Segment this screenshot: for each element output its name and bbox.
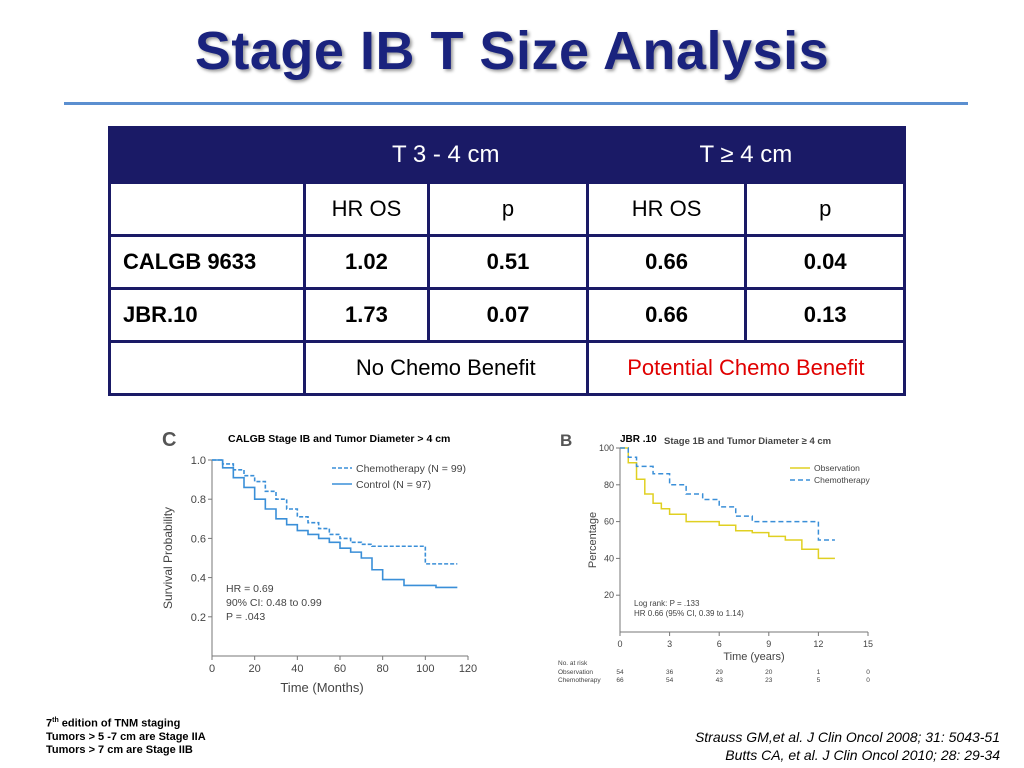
panel-letter: B [560, 431, 572, 450]
row-label-calgb: CALGB 9633 [108, 234, 306, 290]
chart-title: Stage 1B and Tumor Diameter ≥ 4 cm [664, 436, 831, 447]
x-tick-label: 0 [209, 663, 215, 675]
y-tick-label: 1.0 [191, 455, 206, 467]
y-tick-label: 100 [599, 443, 614, 453]
stat-annotation: P = .043 [226, 611, 265, 623]
table-conclusion-row: No Chemo Benefit Potential Chemo Benefit [108, 340, 907, 396]
reference-2: Butts CA, et al. J Clin Oncol 2010; 28: … [725, 747, 1000, 763]
y-tick-label: 0.4 [191, 573, 206, 585]
row-label-jbr10: JBR.10 [108, 287, 306, 343]
stat-annotation: Log rank: P = .133 [634, 599, 700, 608]
risk-value: 23 [765, 677, 773, 684]
stat-annotation: 90% CI: 0.48 to 0.99 [226, 597, 322, 609]
footnote-line-3: Tumors > 7 cm are Stage IIB [46, 743, 193, 756]
y-tick-label: 80 [604, 480, 614, 490]
reference-1: Strauss GM,et al. J Clin Oncol 2008; 31:… [694, 729, 1000, 745]
x-tick-label: 120 [459, 663, 477, 675]
y-tick-label: 0.2 [191, 612, 206, 624]
series-line-2 [212, 459, 458, 589]
risk-row-label: Chemotherapy [558, 677, 601, 684]
y-axis-label: Percentage [587, 512, 599, 568]
header-empty-cell [108, 126, 306, 184]
x-tick-label: 80 [377, 663, 389, 675]
legend-label: Chemotherapy (N = 99) [356, 463, 466, 475]
x-axis-label: Time (Months) [280, 680, 363, 695]
table-cell: 1.73 [302, 287, 431, 343]
risk-value: 43 [716, 677, 724, 684]
series-line-1 [212, 459, 458, 565]
subheader-empty-cell [108, 181, 306, 237]
tnm-footnote: 7th edition of TNM staging Tumors > 5 -7… [46, 714, 206, 757]
risk-table-header: No. at risk [558, 660, 588, 667]
calgb-survival-chart: C CALGB Stage IB and Tumor Diameter > 4 c… [161, 429, 477, 695]
conclusion-potential-benefit: Potential Chemo Benefit [585, 340, 907, 396]
table-cell: 0.07 [427, 287, 589, 343]
risk-value: 20 [765, 669, 773, 676]
col-header-p-1: p [427, 181, 589, 237]
x-tick-label: 9 [766, 639, 771, 649]
stat-annotation: HR = 0.69 [226, 583, 274, 595]
legend-label: Chemotherapy [814, 475, 871, 485]
footnote-line-1: 7th edition of TNM staging [46, 717, 181, 730]
table-cell: 0.04 [744, 234, 906, 290]
chart-title-prefix: JBR .10 [620, 434, 657, 445]
y-tick-label: 20 [604, 590, 614, 600]
table-subheader-row: HR OS p HR OS p [108, 181, 906, 237]
risk-row-label: Observation [558, 669, 593, 676]
x-tick-label: 0 [617, 639, 622, 649]
risk-value: 29 [716, 669, 724, 676]
x-tick-label: 15 [863, 639, 873, 649]
stat-annotation: HR 0.66 (95% CI, 0.39 to 1.14) [634, 609, 744, 618]
x-tick-label: 3 [667, 639, 672, 649]
x-axis-label: Time (years) [723, 651, 784, 663]
col-header-p-2: p [744, 181, 906, 237]
footnote-line-2: Tumors > 5 -7 cm are Stage IIA [46, 730, 206, 743]
x-tick-label: 40 [291, 663, 303, 675]
table-cell: 0.66 [585, 234, 748, 290]
x-tick-label: 20 [249, 663, 261, 675]
risk-value: 0 [866, 677, 870, 684]
table-row: CALGB 9633 1.02 0.51 0.66 0.04 [108, 234, 906, 290]
risk-value: 0 [866, 669, 870, 676]
y-axis-label: Survival Probability [161, 507, 175, 609]
table-header-row: T 3 - 4 cm T ≥ 4 cm [108, 126, 907, 184]
table-row: JBR.10 1.73 0.07 0.66 0.13 [108, 287, 906, 343]
x-tick-label: 60 [334, 663, 346, 675]
x-tick-label: 12 [813, 639, 823, 649]
col-header-hr-os-1: HR OS [302, 181, 431, 237]
table-cell: 0.13 [744, 287, 906, 343]
series-line-1 [620, 447, 835, 560]
title-divider [64, 102, 968, 105]
hazard-ratio-table: T 3 - 4 cm T ≥ 4 cm HR OS p HR OS p CALG… [108, 126, 907, 396]
jbr10-survival-chart: B JBR .10 Stage 1B and Tumor Diameter ≥ 4 … [558, 431, 873, 684]
series-line-2 [620, 447, 835, 541]
risk-value: 36 [666, 669, 674, 676]
legend-label: Observation [814, 463, 860, 473]
legend-label: Control (N = 97) [356, 479, 431, 491]
risk-value: 54 [666, 677, 674, 684]
panel-letter: C [162, 429, 176, 451]
table-cell: 0.51 [427, 234, 589, 290]
x-tick-label: 100 [416, 663, 434, 675]
group-header-t3-4: T 3 - 4 cm [302, 126, 589, 184]
slide-title: Stage IB T Size Analysis [194, 21, 830, 81]
table-cell: 0.66 [585, 287, 748, 343]
y-tick-label: 60 [604, 517, 614, 527]
y-tick-label: 0.6 [191, 533, 206, 545]
risk-value: 54 [616, 669, 624, 676]
risk-value: 1 [817, 669, 821, 676]
y-tick-label: 0.8 [191, 494, 206, 506]
chart-title: CALGB Stage IB and Tumor Diameter > 4 cm [228, 433, 450, 445]
risk-value: 5 [817, 677, 821, 684]
conclusion-no-benefit: No Chemo Benefit [302, 340, 589, 396]
references: Strauss GM,et al. J Clin Oncol 2008; 31:… [695, 728, 1000, 764]
group-header-t4plus: T ≥ 4 cm [585, 126, 907, 184]
table-cell: 1.02 [302, 234, 431, 290]
y-tick-label: 40 [604, 553, 614, 563]
conclusion-empty-cell [108, 340, 306, 396]
risk-value: 66 [616, 677, 624, 684]
col-header-hr-os-2: HR OS [585, 181, 748, 237]
x-tick-label: 6 [717, 639, 722, 649]
